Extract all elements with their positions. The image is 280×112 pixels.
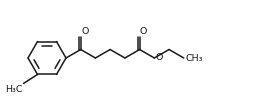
Text: O: O (155, 53, 163, 62)
Text: CH₃: CH₃ (186, 54, 203, 63)
Text: O: O (140, 27, 147, 36)
Text: O: O (81, 27, 88, 36)
Text: H₃C: H₃C (5, 85, 22, 94)
